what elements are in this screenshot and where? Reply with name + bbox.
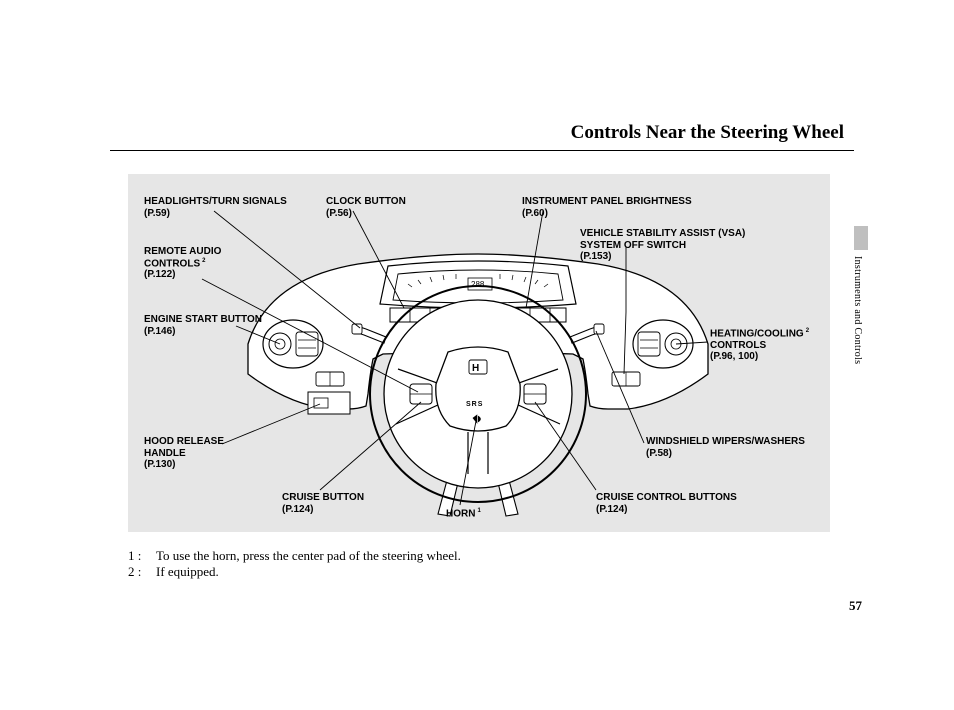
section-tab (854, 226, 868, 250)
label-hood: HOOD RELEASE HANDLE (P.130) (144, 436, 224, 471)
label-page: (P.60) (522, 208, 548, 219)
label-vsa: VEHICLE STABILITY ASSIST (VSA) SYSTEM OF… (580, 228, 745, 263)
label-page: (P.124) (282, 504, 314, 515)
label-text: WINDSHIELD WIPERS/WASHERS (646, 436, 805, 447)
label-cruise-btn: CRUISE BUTTON (P.124) (282, 492, 364, 515)
label-clock: CLOCK BUTTON (P.56) (326, 196, 406, 219)
label-page: (P.96, 100) (710, 351, 758, 362)
label-text2: HANDLE (144, 448, 186, 459)
label-text: HEATING/COOLING (710, 328, 804, 339)
label-page: (P.56) (326, 208, 352, 219)
fn-text: To use the horn, press the center pad of… (156, 548, 461, 564)
label-text: HOOD RELEASE (144, 436, 224, 447)
label-windshield: WINDSHIELD WIPERS/WASHERS (P.58) (646, 436, 805, 459)
page-number: 57 (849, 598, 862, 614)
label-text: CLOCK BUTTON (326, 196, 406, 207)
label-cruise-ctrl: CRUISE CONTROL BUTTONS (P.124) (596, 492, 737, 515)
label-page: (P.153) (580, 251, 612, 262)
label-text: HORN (446, 508, 475, 519)
label-headlights: HEADLIGHTS/TURN SIGNALS (P.59) (144, 196, 287, 219)
svg-text:288: 288 (471, 280, 485, 289)
label-page: (P.58) (646, 448, 672, 459)
label-remote-audio: REMOTE AUDIO CONTROLS2 (P.122) (144, 246, 221, 281)
label-engine-start: ENGINE START BUTTON (P.146) (144, 314, 262, 337)
svg-text:H: H (472, 363, 479, 374)
label-sup: 1 (477, 508, 480, 514)
label-text: INSTRUMENT PANEL BRIGHTNESS (522, 196, 692, 207)
footnote-2: 2 : If equipped. (128, 564, 461, 580)
label-sup: 2 (202, 258, 205, 264)
diagram-box: 288 (128, 174, 830, 532)
footnote-1: 1 : To use the horn, press the center pa… (128, 548, 461, 564)
label-page: (P.124) (596, 504, 628, 515)
label-sup: 2 (806, 328, 809, 334)
label-page: (P.59) (144, 208, 170, 219)
fn-num: 2 : (128, 564, 156, 580)
svg-text:SRS: SRS (466, 401, 483, 408)
label-page: (P.146) (144, 326, 176, 337)
label-text: HEADLIGHTS/TURN SIGNALS (144, 196, 287, 207)
label-text: REMOTE AUDIO (144, 246, 221, 257)
label-text: VEHICLE STABILITY ASSIST (VSA) (580, 228, 745, 239)
fn-num: 1 : (128, 548, 156, 564)
label-text2: CONTROLS (710, 340, 766, 351)
label-horn: HORN1 (446, 508, 481, 520)
label-heating: HEATING/COOLING2 CONTROLS (P.96, 100) (710, 328, 809, 363)
label-text: ENGINE START BUTTON (144, 314, 262, 325)
label-text: CRUISE BUTTON (282, 492, 364, 503)
label-text2: SYSTEM OFF SWITCH (580, 240, 686, 251)
label-page: (P.122) (144, 269, 176, 280)
page-title: Controls Near the Steering Wheel (571, 122, 844, 144)
title-rule (110, 150, 854, 151)
fn-text: If equipped. (156, 564, 219, 580)
label-text: CRUISE CONTROL BUTTONS (596, 492, 737, 503)
label-text2: CONTROLS (144, 258, 200, 269)
label-page: (P.130) (144, 459, 176, 470)
footnotes: 1 : To use the horn, press the center pa… (128, 548, 461, 579)
section-name: Instruments and Controls (852, 256, 863, 364)
label-instrument: INSTRUMENT PANEL BRIGHTNESS (P.60) (522, 196, 692, 219)
